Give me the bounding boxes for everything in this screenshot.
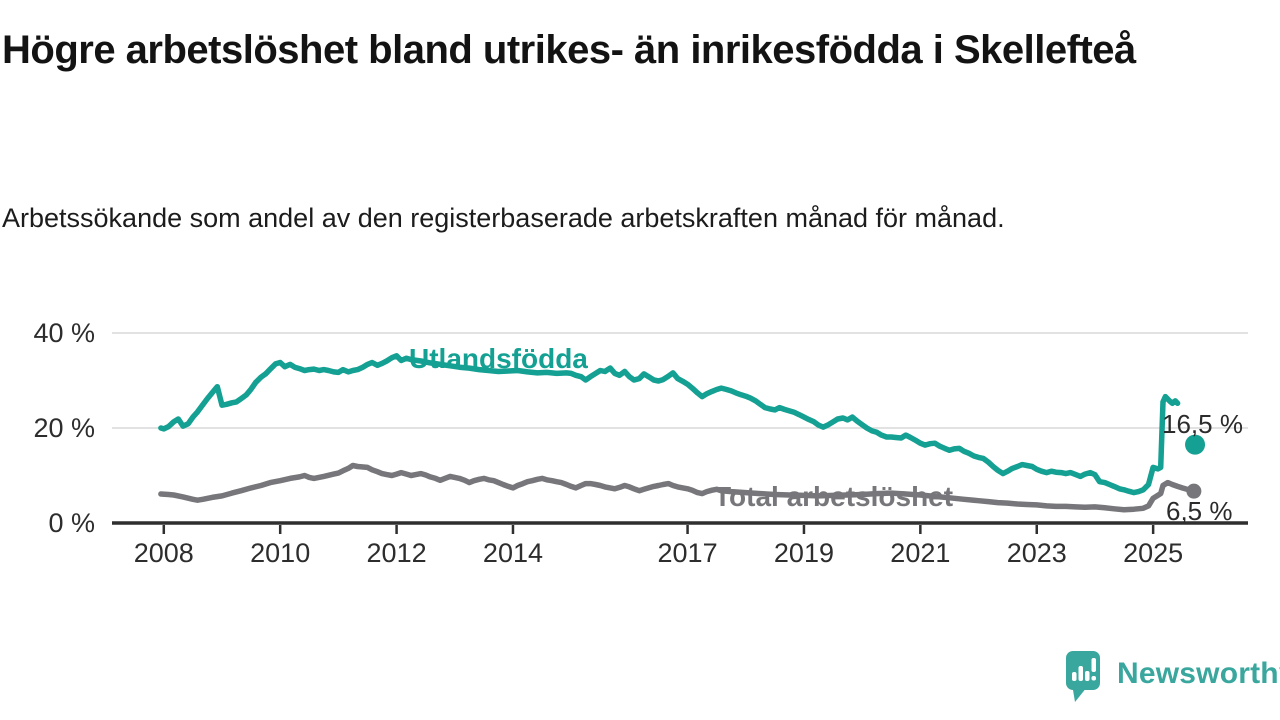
series-line-total <box>158 462 1190 513</box>
series-end-dot-total <box>1186 483 1202 499</box>
series-label-total-arbetsloshet: Total arbetslöshet <box>714 481 954 512</box>
series-line-utlandsfodda <box>158 353 1181 496</box>
end-value-label-total: 6,5 % <box>1166 496 1233 526</box>
logo-exclamation-dot <box>1091 676 1096 681</box>
page-title: Högre arbetslöshet bland utrikes- än inr… <box>2 28 1136 72</box>
logo-bar-3 <box>1085 671 1090 681</box>
newsworthy-speech-bubble-chart-icon <box>1066 651 1100 702</box>
logo-bar-1 <box>1072 672 1077 681</box>
page-subtitle: Arbetssökande som andel av den registerb… <box>2 203 1005 233</box>
logo-bar-2 <box>1078 666 1083 681</box>
newsworthy-brand: Newsworthy <box>1058 643 1280 705</box>
logo-exclamation-bar <box>1091 658 1096 672</box>
logo-bubble-tail <box>1072 687 1087 702</box>
series-label-utlandsfodda: Utlandsfödda <box>409 343 588 374</box>
end-value-label-utlandsfodda: 16,5 % <box>1162 409 1243 439</box>
series-end-dot-utlandsfodda <box>1185 434 1206 455</box>
brand-wordmark: Newsworthy <box>1117 657 1280 690</box>
